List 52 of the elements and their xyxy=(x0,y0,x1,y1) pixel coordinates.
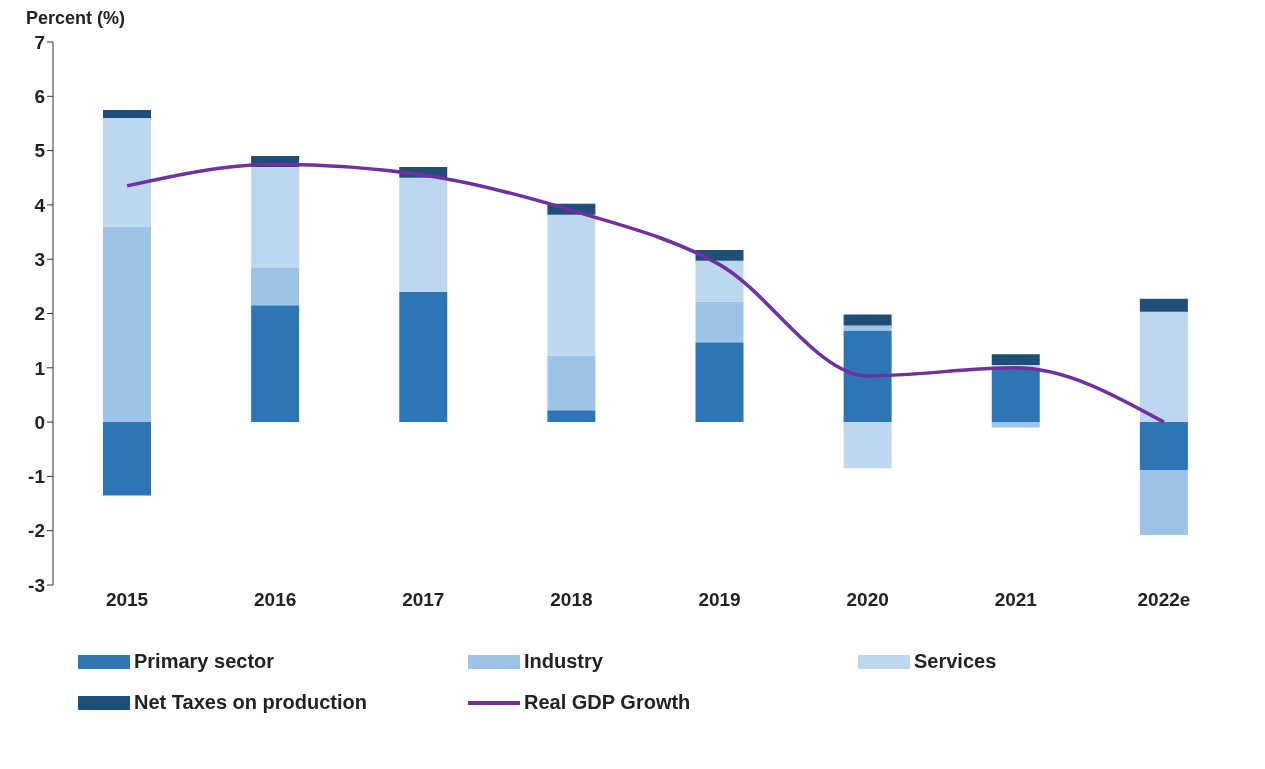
x-tick-label: 2022e xyxy=(1137,589,1191,611)
bar xyxy=(1139,311,1188,423)
line-series xyxy=(125,162,1166,424)
bar xyxy=(547,410,596,423)
y-tick-label: -2 xyxy=(28,520,45,542)
bar xyxy=(399,177,448,292)
legend-label: Services xyxy=(914,650,997,673)
x-tick-label: 2019 xyxy=(698,589,741,611)
bar xyxy=(991,422,1040,428)
y-tick-label: 5 xyxy=(34,140,46,162)
bar xyxy=(103,109,151,119)
bar xyxy=(1139,469,1188,536)
bar xyxy=(251,305,300,423)
y-tick-label: 0 xyxy=(34,411,45,433)
bar xyxy=(103,226,151,423)
x-tick-label: 2016 xyxy=(254,589,297,611)
bar xyxy=(1139,422,1188,470)
bar xyxy=(843,422,892,469)
y-tick-label: -1 xyxy=(28,466,46,488)
y-tick-label: 1 xyxy=(34,357,46,379)
x-tick-label: 2020 xyxy=(846,589,889,611)
bar xyxy=(103,422,151,496)
y-tick-label: 4 xyxy=(34,194,46,216)
y-tick-label: -3 xyxy=(28,574,45,596)
bar xyxy=(251,267,300,306)
bar xyxy=(991,367,1040,423)
y-tick-label: 6 xyxy=(34,86,45,108)
x-tick-label: 2017 xyxy=(402,589,445,611)
y-tick-label: 3 xyxy=(34,248,45,270)
y-tick-label: 2 xyxy=(34,303,45,325)
y-tick-label: 7 xyxy=(34,31,45,53)
bar xyxy=(695,342,744,423)
legend-label: Industry xyxy=(524,650,603,673)
legend-label: Net Taxes on production xyxy=(134,691,367,714)
y-axis-title: Percent (%) xyxy=(25,8,127,30)
x-tick-label: 2018 xyxy=(550,589,593,611)
legend-label: Real GDP Growth xyxy=(524,691,691,714)
bar xyxy=(399,291,448,423)
bar xyxy=(843,314,892,326)
bar xyxy=(695,301,744,343)
bar xyxy=(843,330,892,423)
bar xyxy=(547,355,596,411)
bar xyxy=(251,166,300,268)
bar xyxy=(103,118,151,227)
legend-label: Primary sector xyxy=(134,650,275,673)
x-tick-label: 2021 xyxy=(994,589,1038,611)
bar xyxy=(547,214,596,356)
x-tick-label: 2015 xyxy=(105,589,149,611)
bar xyxy=(843,325,892,331)
bar xyxy=(695,260,744,302)
bar xyxy=(1139,298,1188,312)
bar xyxy=(991,354,1040,366)
